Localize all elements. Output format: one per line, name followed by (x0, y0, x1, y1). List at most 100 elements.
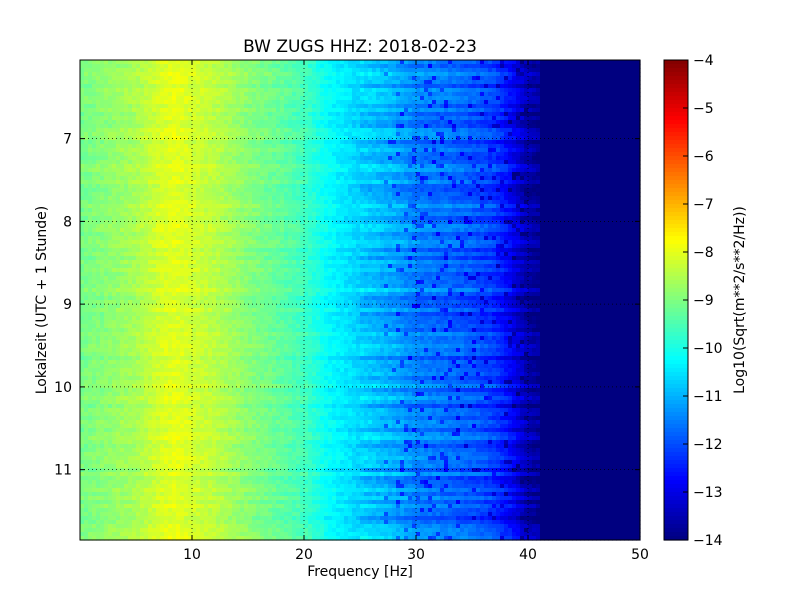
heatmap-cell (224, 372, 229, 377)
heatmap-cell (104, 424, 109, 429)
heatmap-cell (204, 520, 209, 525)
heatmap-cell (132, 384, 137, 389)
heatmap-cell (156, 216, 161, 221)
heatmap-cell (104, 432, 109, 437)
heatmap-cell (148, 216, 153, 221)
heatmap-cell (220, 456, 225, 461)
heatmap-cell (96, 168, 101, 173)
heatmap-cell (240, 84, 245, 89)
heatmap-cell (204, 320, 209, 325)
heatmap-cell (100, 268, 105, 273)
heatmap-cell (104, 268, 109, 273)
heatmap-cell (224, 212, 229, 217)
heatmap-cell (216, 500, 221, 505)
heatmap-cell (140, 424, 145, 429)
heatmap-cell (240, 128, 245, 133)
heatmap-cell (216, 324, 221, 329)
heatmap-cell (88, 524, 93, 529)
heatmap-cell (140, 128, 145, 133)
heatmap-cell (88, 360, 93, 365)
heatmap-cell (132, 528, 137, 533)
heatmap-cell (124, 240, 129, 245)
heatmap-cell (244, 240, 249, 245)
heatmap-cell (124, 428, 129, 433)
heatmap-cell (96, 484, 101, 489)
heatmap-cell (156, 152, 161, 157)
heatmap-cell (212, 436, 217, 441)
heatmap-cell (212, 172, 217, 177)
heatmap-cell (172, 488, 177, 493)
heatmap-cell (168, 156, 173, 161)
heatmap-cell (196, 444, 201, 449)
heatmap-cell (152, 348, 157, 353)
heatmap-cell (152, 112, 157, 117)
heatmap-cell (152, 468, 157, 473)
heatmap-cell (116, 440, 121, 445)
heatmap-cell (192, 208, 197, 213)
heatmap-cell (140, 136, 145, 141)
heatmap-cell (148, 292, 153, 297)
heatmap-cell (168, 152, 173, 157)
heatmap-cell (84, 288, 89, 293)
heatmap-cell (172, 448, 177, 453)
heatmap-cell (144, 316, 149, 321)
heatmap-cell (108, 412, 113, 417)
heatmap-cell (148, 60, 153, 65)
heatmap-cell (148, 432, 153, 437)
heatmap-cell (216, 360, 221, 365)
heatmap-cell (220, 124, 225, 129)
heatmap-cell (156, 64, 161, 69)
heatmap-cell (156, 380, 161, 385)
heatmap-cell (136, 304, 141, 309)
heatmap-cell (80, 144, 85, 149)
heatmap-cell (220, 520, 225, 525)
heatmap-cell (112, 212, 117, 217)
heatmap-cell (244, 68, 249, 73)
heatmap-cell (112, 224, 117, 229)
heatmap-cell (240, 340, 245, 345)
heatmap-cell (232, 292, 237, 297)
heatmap-cell (220, 100, 225, 105)
heatmap-cell (192, 172, 197, 177)
heatmap-cell (80, 504, 85, 509)
heatmap-cell (88, 244, 93, 249)
heatmap-cell (168, 176, 173, 181)
heatmap-cell (120, 524, 125, 529)
heatmap-cell (224, 512, 229, 517)
heatmap-cell (200, 144, 205, 149)
heatmap-cell (96, 236, 101, 241)
heatmap-cell (156, 248, 161, 253)
heatmap-cell (236, 264, 241, 269)
heatmap-cell (124, 180, 129, 185)
heatmap-cell (196, 244, 201, 249)
heatmap-cell (172, 316, 177, 321)
heatmap-cell (96, 328, 101, 333)
heatmap-cell (244, 156, 249, 161)
heatmap-cell (244, 152, 249, 157)
heatmap-cell (212, 196, 217, 201)
heatmap-cell (204, 388, 209, 393)
heatmap-cell (236, 500, 241, 505)
heatmap-cell (108, 344, 113, 349)
heatmap-cell (244, 224, 249, 229)
heatmap-cell (152, 400, 157, 405)
heatmap-cell (156, 524, 161, 529)
heatmap-cell (204, 536, 209, 541)
heatmap-cell (128, 336, 133, 341)
heatmap-cell (236, 260, 241, 265)
heatmap-cell (104, 60, 109, 65)
heatmap-cell (92, 264, 97, 269)
heatmap-cell (92, 416, 97, 421)
heatmap-cell (192, 256, 197, 261)
heatmap-cell (212, 536, 217, 541)
heatmap-cell (208, 252, 213, 257)
heatmap-cell (100, 236, 105, 241)
heatmap-cell (232, 416, 237, 421)
heatmap-cell (124, 464, 129, 469)
heatmap-cell (84, 436, 89, 441)
heatmap-cell (200, 280, 205, 285)
heatmap-cell (84, 180, 89, 185)
heatmap-cell (196, 268, 201, 273)
heatmap-cell (168, 332, 173, 337)
heatmap-cell (80, 456, 85, 461)
